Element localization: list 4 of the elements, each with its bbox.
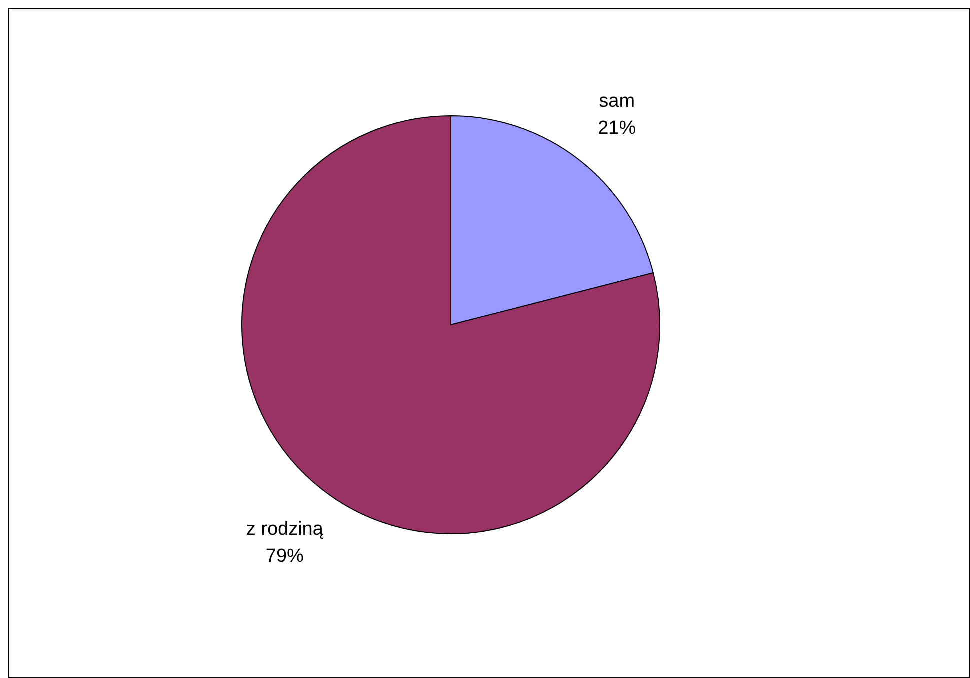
slice-label: z rodziną [246, 519, 324, 540]
slice-label: sam [599, 90, 636, 112]
data-label: 79% [266, 546, 304, 568]
data-label: 21% [598, 118, 636, 139]
